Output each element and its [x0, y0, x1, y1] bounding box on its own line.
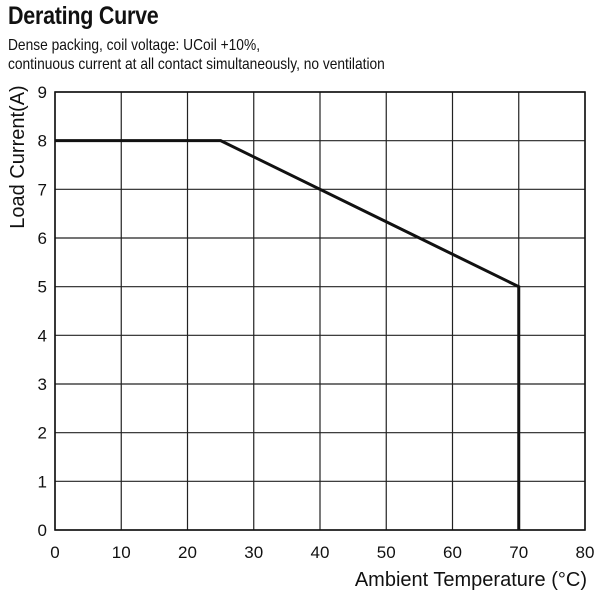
plot-frame: [54, 91, 586, 531]
x-axis-label: Ambient Temperature (°C): [355, 569, 587, 591]
x-tick-label-7: 70: [509, 543, 528, 562]
y-tick-label-4: 4: [38, 326, 47, 345]
x-tick-label-2: 20: [178, 543, 197, 562]
x-tick-label-3: 30: [244, 543, 263, 562]
x-tick-label-5: 50: [377, 543, 396, 562]
chart-title: Derating Curve: [8, 2, 159, 30]
chart-series: [55, 139, 521, 530]
x-tick-label-6: 60: [443, 543, 462, 562]
x-tick-label-8: 80: [576, 543, 595, 562]
chart-grid: [54, 91, 586, 531]
x-tick-label-1: 10: [112, 543, 131, 562]
x-tick-labels: 0 10 20 30 40 50 60 70 80: [50, 543, 594, 562]
chart-subtitle-line-2: continuous current at all contact simult…: [8, 56, 385, 73]
y-tick-label-5: 5: [38, 278, 47, 297]
x-tick-label-4: 40: [311, 543, 330, 562]
y-tick-label-2: 2: [38, 424, 47, 443]
y-tick-label-8: 8: [38, 132, 47, 151]
y-tick-label-1: 1: [38, 472, 47, 491]
x-tick-label-0: 0: [50, 543, 59, 562]
y-tick-label-6: 6: [38, 229, 47, 248]
y-tick-label-0: 0: [38, 521, 47, 540]
y-tick-labels: 0 1 2 3 4 5 6 7 8 9: [38, 83, 47, 540]
series-line-0: [55, 139, 521, 530]
y-tick-label-9: 9: [38, 83, 47, 102]
chart-subtitle-line-1: Dense packing, coil voltage: UCoil +10%,: [8, 37, 261, 54]
y-tick-label-3: 3: [38, 375, 47, 394]
y-tick-label-7: 7: [38, 180, 47, 199]
y-axis-label: Load Current(A): [7, 85, 29, 228]
